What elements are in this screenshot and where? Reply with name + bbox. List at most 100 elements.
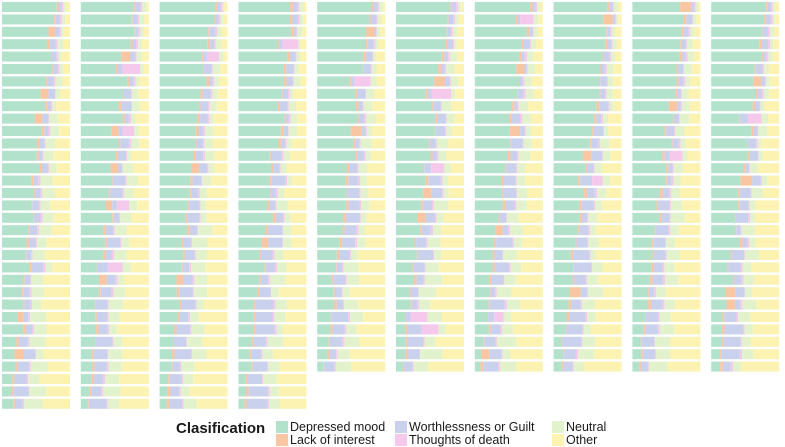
bar-segment-neutral bbox=[768, 52, 772, 62]
bar-segment-depressed bbox=[238, 287, 257, 297]
bar-segment-other bbox=[383, 2, 385, 12]
bar-segment-worthless bbox=[132, 39, 136, 49]
bar-segment-worthless bbox=[256, 300, 274, 310]
bar-segment-death bbox=[432, 200, 434, 210]
bar-segment-death bbox=[373, 52, 374, 62]
bar-segment-depressed bbox=[160, 138, 196, 148]
bar-segment-lack bbox=[353, 138, 355, 148]
bar-row bbox=[238, 287, 306, 297]
bar-segment-depressed bbox=[711, 324, 722, 334]
bar-row bbox=[554, 14, 622, 24]
bar-segment-depressed bbox=[317, 64, 363, 74]
bar-segment-worthless bbox=[32, 262, 43, 272]
bar-row bbox=[396, 52, 464, 62]
bar-row bbox=[160, 200, 228, 210]
bar-segment-lack bbox=[202, 52, 203, 62]
bar-segment-other bbox=[602, 262, 621, 272]
bar-segment-neutral bbox=[124, 188, 134, 198]
bar-row bbox=[632, 213, 700, 223]
bar-segment-neutral bbox=[49, 114, 58, 124]
bar-segment-death bbox=[107, 399, 108, 409]
bar-segment-depressed bbox=[711, 176, 740, 186]
bar-segment-other bbox=[55, 138, 70, 148]
bar-segment-neutral bbox=[444, 163, 450, 173]
bar-row bbox=[475, 213, 543, 223]
bar-segment-worthless bbox=[511, 138, 523, 148]
bar-segment-worthless bbox=[120, 138, 129, 148]
bar-segment-death bbox=[763, 64, 764, 74]
bar-segment-lack bbox=[570, 287, 581, 297]
bar-row bbox=[475, 238, 543, 248]
bar-row bbox=[632, 101, 700, 111]
bar-segment-depressed bbox=[160, 399, 167, 409]
bar-segment-death bbox=[193, 287, 194, 297]
bar-row bbox=[554, 151, 622, 161]
bar-row bbox=[160, 213, 228, 223]
bar-segment-worthless bbox=[735, 300, 740, 310]
bar-row bbox=[711, 101, 779, 111]
bar-segment-other bbox=[617, 39, 622, 49]
bar-segment-lack bbox=[512, 101, 514, 111]
bar-row bbox=[2, 374, 70, 384]
bar-segment-worthless bbox=[503, 188, 516, 198]
bar-segment-depressed bbox=[554, 101, 597, 111]
bar-segment-neutral bbox=[420, 349, 442, 359]
bar-row bbox=[554, 238, 622, 248]
bar-segment-depressed bbox=[554, 200, 579, 210]
bar-segment-death bbox=[41, 188, 42, 198]
legend-title: Clasification bbox=[176, 420, 265, 437]
bar-segment-neutral bbox=[528, 64, 535, 74]
bar-segment-lack bbox=[720, 362, 723, 372]
bar-segment-other bbox=[117, 324, 149, 334]
bar-segment-other bbox=[193, 374, 227, 384]
bar-row bbox=[475, 337, 543, 347]
bar-segment-lack bbox=[195, 138, 196, 148]
bar-segment-lack bbox=[40, 163, 42, 173]
bar-segment-death bbox=[417, 300, 419, 310]
bar-segment-death bbox=[601, 114, 603, 124]
bar-row bbox=[2, 250, 70, 260]
bar-row bbox=[160, 337, 228, 347]
bar-segment-depressed bbox=[2, 163, 40, 173]
bar-segment-other bbox=[290, 213, 306, 223]
bar-segment-other bbox=[285, 312, 306, 322]
bar-segment-lack bbox=[414, 275, 417, 285]
bar-segment-other bbox=[137, 200, 149, 210]
bar-segment-neutral bbox=[522, 114, 531, 124]
bar-segment-other bbox=[131, 262, 149, 272]
bar-row bbox=[396, 101, 464, 111]
bar-segment-other bbox=[55, 188, 70, 198]
bar-segment-death bbox=[694, 2, 696, 12]
bar-segment-lack bbox=[728, 262, 729, 272]
bar-segment-lack bbox=[409, 287, 410, 297]
bar-segment-neutral bbox=[595, 163, 602, 173]
bar-segment-other bbox=[211, 176, 228, 186]
bar-segment-other bbox=[283, 324, 307, 334]
bar-segment-depressed bbox=[396, 337, 406, 347]
bar-row bbox=[632, 300, 700, 310]
bar-segment-depressed bbox=[238, 14, 290, 24]
bar-segment-neutral bbox=[584, 324, 591, 334]
bar-segment-depressed bbox=[475, 64, 516, 74]
bar-segment-neutral bbox=[749, 238, 756, 248]
bar-segment-lack bbox=[447, 14, 448, 24]
bar-segment-lack bbox=[417, 250, 418, 260]
bar-segment-depressed bbox=[317, 250, 337, 260]
bar-segment-depressed bbox=[396, 126, 435, 136]
bar-row bbox=[2, 64, 70, 74]
bar-segment-death bbox=[196, 300, 197, 310]
bar-segment-neutral bbox=[357, 238, 365, 248]
bar-segment-other bbox=[291, 238, 306, 248]
bar-segment-worthless bbox=[723, 337, 740, 347]
bar-segment-lack bbox=[208, 39, 210, 49]
bar-segment-depressed bbox=[160, 126, 196, 136]
bar-segment-neutral bbox=[660, 312, 671, 322]
bar-segment-other bbox=[51, 225, 70, 235]
bar-segment-other bbox=[300, 39, 306, 49]
bar-row bbox=[711, 312, 779, 322]
bar-segment-lack bbox=[726, 300, 735, 310]
bar-segment-death bbox=[288, 89, 290, 99]
bar-segment-other bbox=[52, 262, 70, 272]
bar-row bbox=[711, 200, 779, 210]
bar-segment-lack bbox=[47, 39, 50, 49]
